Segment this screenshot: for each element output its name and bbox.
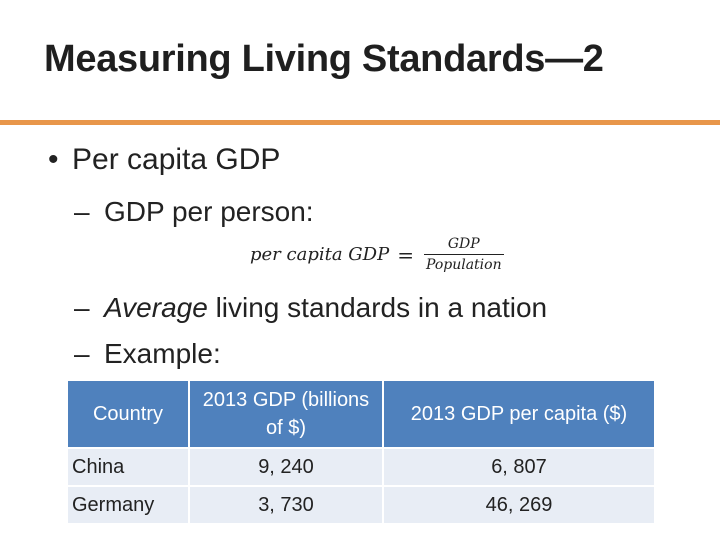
gdp-table: Country 2013 GDP (billions of $) 2013 GD…	[66, 379, 656, 525]
table-header-row: Country 2013 GDP (billions of $) 2013 GD…	[68, 381, 654, 447]
formula-numerator: GDP	[447, 236, 480, 252]
sub-bullet-average-living-standards: – Average living standards in a nation	[74, 292, 547, 324]
formula-fraction: GDP Population	[423, 236, 504, 273]
header-country: Country	[68, 381, 188, 447]
table-row: Germany 3, 730 46, 269	[68, 487, 654, 523]
table-row: China 9, 240 6, 807	[68, 449, 654, 485]
slide-title: Measuring Living Standards—2	[44, 38, 604, 80]
cell-gdp: 3, 730	[190, 487, 382, 523]
bullet-text: Per capita GDP	[72, 143, 281, 176]
dash-marker: –	[74, 292, 90, 323]
title-divider	[0, 120, 720, 125]
cell-country: China	[68, 449, 188, 485]
header-gdp-per-capita: 2013 GDP per capita ($)	[384, 381, 654, 447]
formula-lhs: per capita GDP	[250, 244, 390, 265]
cell-gdp-per-capita: 6, 807	[384, 449, 654, 485]
formula-equals: =	[397, 242, 414, 267]
dash-marker: –	[74, 196, 90, 227]
formula-denominator: Population	[423, 254, 504, 273]
cell-gdp: 9, 240	[190, 449, 382, 485]
bullet-per-capita-gdp: • Per capita GDP	[48, 143, 280, 177]
cell-country: Germany	[68, 487, 188, 523]
dash-marker: –	[74, 338, 90, 369]
sub-bullet-text: Example:	[104, 338, 221, 369]
per-capita-formula: per capita GDP = GDP Population	[250, 236, 504, 273]
sub-bullet-italic-text: Average	[104, 292, 208, 323]
cell-gdp-per-capita: 46, 269	[384, 487, 654, 523]
bullet-marker: •	[48, 143, 59, 176]
sub-bullet-gdp-per-person: – GDP per person:	[74, 196, 314, 228]
sub-bullet-text: GDP per person:	[104, 196, 314, 227]
sub-bullet-text: living standards in a nation	[207, 292, 548, 323]
sub-bullet-example: – Example:	[74, 338, 221, 370]
header-gdp: 2013 GDP (billions of $)	[190, 381, 382, 447]
